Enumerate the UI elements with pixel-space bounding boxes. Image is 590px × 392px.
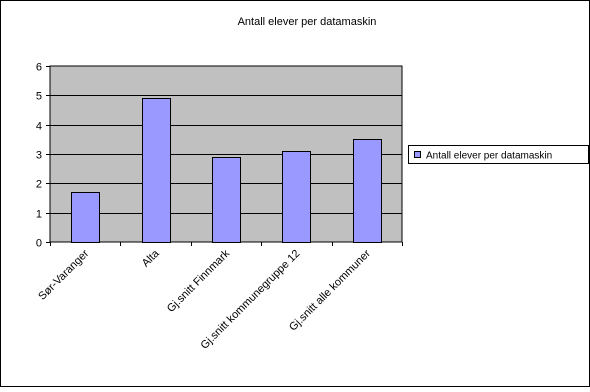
legend-swatch [415, 152, 421, 158]
y-tick-label: 1 [36, 209, 42, 221]
y-tick-label: 5 [36, 91, 42, 103]
y-tick-label: 6 [36, 62, 42, 74]
legend-label: Antall elever per datamaskin [426, 151, 552, 162]
bar [213, 158, 241, 243]
legend: Antall elever per datamaskin [409, 146, 589, 164]
y-tick-label: 4 [36, 121, 42, 133]
y-tick-label: 0 [36, 238, 42, 250]
y-tick-label: 3 [36, 150, 42, 162]
chart-title: Antall elever per datamaskin [238, 16, 377, 28]
bar [283, 152, 311, 243]
bar [354, 140, 382, 243]
bar [143, 99, 171, 243]
bar [72, 193, 100, 243]
y-tick-label: 2 [36, 179, 42, 191]
